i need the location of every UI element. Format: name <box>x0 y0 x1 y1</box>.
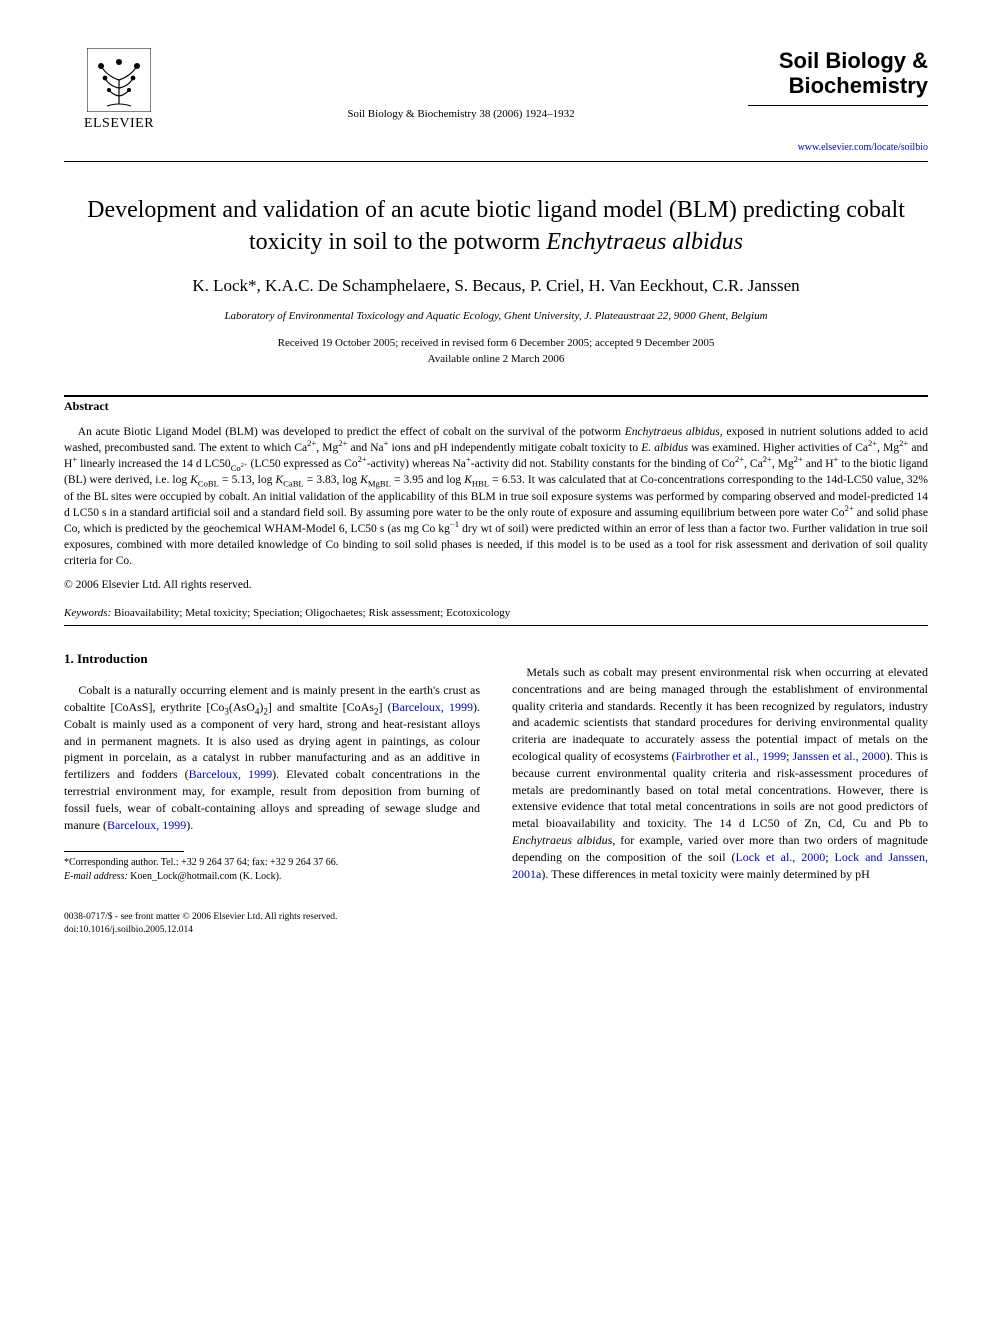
abstract-copyright: © 2006 Elsevier Ltd. All rights reserved… <box>64 579 928 591</box>
body-columns: 1. Introduction Cobalt is a naturally oc… <box>64 626 928 883</box>
article-title-main: Development and validation of an acute b… <box>87 197 905 255</box>
abstract-body: An acute Biotic Ligand Model (BLM) was d… <box>64 424 928 569</box>
footnote-rule <box>64 851 184 852</box>
journal-title-line1: Soil Biology & <box>748 48 928 73</box>
journal-homepage-link[interactable]: www.elsevier.com/locate/soilbio <box>748 142 928 153</box>
journal-reference: Soil Biology & Biochemistry 38 (2006) 19… <box>174 48 748 120</box>
email-value: Koen_Lock@hotmail.com (K. Lock). <box>128 871 282 882</box>
header-rule <box>64 161 928 162</box>
keywords-label: Keywords: <box>64 607 111 619</box>
publisher-block: ELSEVIER <box>64 48 174 132</box>
journal-title-line2: Biochemistry <box>748 73 928 98</box>
journal-rule <box>748 105 928 106</box>
author-list: K. Lock*, K.A.C. De Schamphelaere, S. Be… <box>64 276 928 296</box>
received-dates: Received 19 October 2005; received in re… <box>64 336 928 351</box>
author-affiliation: Laboratory of Environmental Toxicology a… <box>64 310 928 322</box>
keywords-text: Bioavailability; Metal toxicity; Speciat… <box>111 607 510 619</box>
page-footer: 0038-0717/$ - see front matter © 2006 El… <box>64 911 928 936</box>
abstract-top-rule <box>64 395 928 397</box>
page-header: ELSEVIER Soil Biology & Biochemistry 38 … <box>64 48 928 153</box>
left-column-text: Cobalt is a naturally occurring element … <box>64 682 480 833</box>
right-column-text: Metals such as cobalt may present enviro… <box>512 664 928 882</box>
article-title-species: Enchytraeus albidus <box>546 229 743 255</box>
abstract-heading: Abstract <box>64 399 928 414</box>
publisher-name: ELSEVIER <box>84 116 154 132</box>
front-matter-line: 0038-0717/$ - see front matter © 2006 El… <box>64 911 928 923</box>
corresponding-author-note: *Corresponding author. Tel.: +32 9 264 3… <box>64 856 480 870</box>
introduction-heading: 1. Introduction <box>64 650 480 668</box>
available-online-date: Available online 2 March 2006 <box>64 352 928 367</box>
elsevier-tree-icon <box>87 48 151 112</box>
doi-line: doi:10.1016/j.soilbio.2005.12.014 <box>64 924 928 936</box>
right-column: Metals such as cobalt may present enviro… <box>512 626 928 883</box>
corresponding-email: E-mail address: Koen_Lock@hotmail.com (K… <box>64 870 480 884</box>
article-title: Development and validation of an acute b… <box>64 194 928 259</box>
keywords: Keywords: Bioavailability; Metal toxicit… <box>64 607 928 619</box>
email-label: E-mail address: <box>64 871 128 882</box>
left-column: 1. Introduction Cobalt is a naturally oc… <box>64 626 480 883</box>
journal-title-block: Soil Biology & Biochemistry www.elsevier… <box>748 48 928 153</box>
article-dates: Received 19 October 2005; received in re… <box>64 336 928 367</box>
